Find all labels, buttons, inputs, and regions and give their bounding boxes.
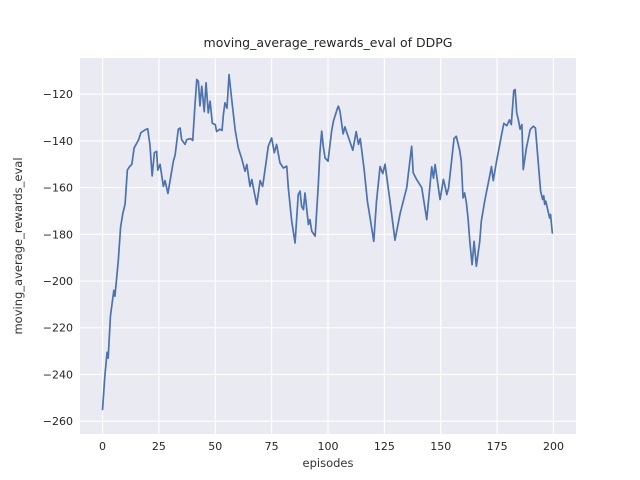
y-tick-label: −240: [43, 368, 73, 381]
x-tick-label: 75: [265, 440, 279, 453]
x-tick-label: 200: [543, 440, 564, 453]
y-tick-label: −180: [43, 228, 73, 241]
x-tick-label: 100: [318, 440, 339, 453]
y-tick-label: −160: [43, 182, 73, 195]
x-axis-label: episodes: [303, 456, 354, 470]
y-axis-label: moving_average_rewards_eval: [11, 157, 25, 334]
chart-title: moving_average_rewards_eval of DDPG: [204, 35, 453, 50]
x-axis-tick-labels: 0 25 50 75 100 125 150 175 200: [99, 440, 564, 453]
gridlines: [80, 58, 576, 434]
x-tick-label: 50: [208, 440, 222, 453]
y-tick-label: −120: [43, 88, 73, 101]
y-tick-label: −140: [43, 135, 73, 148]
x-tick-label: 125: [374, 440, 395, 453]
series-line-moving_average_rewards_eval: [101, 73, 554, 411]
reward-line-series: [101, 73, 554, 411]
y-axis-tick-labels: −120 −140 −160 −180 −200 −220 −240 −260: [43, 88, 73, 428]
x-tick-label: 175: [487, 440, 508, 453]
x-tick-label: 25: [152, 440, 166, 453]
y-tick-label: −220: [43, 322, 73, 335]
x-tick-label: 0: [99, 440, 106, 453]
y-tick-label: −200: [43, 275, 73, 288]
x-tick-label: 150: [430, 440, 451, 453]
y-tick-label: −260: [43, 415, 73, 428]
